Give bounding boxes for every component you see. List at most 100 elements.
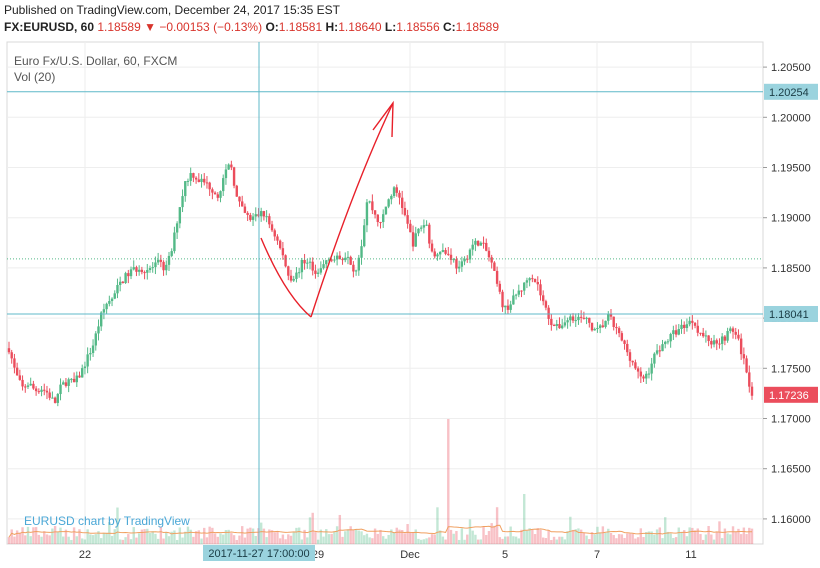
watermark[interactable]: EURUSD chart by TradingView bbox=[24, 514, 190, 528]
candle-body bbox=[181, 196, 184, 208]
volume-bar bbox=[417, 538, 420, 544]
candle-body bbox=[710, 341, 713, 345]
candle-body bbox=[604, 320, 607, 327]
candle-body bbox=[685, 324, 689, 329]
time-label: 2017-11-27 17:00:00 bbox=[208, 548, 309, 560]
volume-bar bbox=[175, 539, 179, 544]
candle-body bbox=[409, 223, 412, 233]
volume-bar bbox=[365, 533, 369, 544]
volume-bar bbox=[726, 533, 729, 544]
volume-bar bbox=[376, 533, 379, 544]
candle-body bbox=[344, 257, 347, 261]
volume-bar bbox=[346, 529, 350, 544]
candle-body bbox=[531, 278, 534, 280]
candle-body bbox=[287, 266, 290, 276]
volume-bar bbox=[718, 521, 721, 544]
volume-bar bbox=[113, 529, 116, 544]
candle-body bbox=[645, 373, 648, 379]
candle-body bbox=[21, 379, 24, 387]
published-line: Published on TradingView.com, December 2… bbox=[4, 3, 340, 17]
volume-bar bbox=[542, 537, 545, 544]
candle-body bbox=[677, 329, 680, 335]
candle-body bbox=[539, 284, 542, 296]
volume-bar bbox=[523, 494, 526, 544]
volume-bar bbox=[265, 537, 268, 544]
price-label-box bbox=[764, 83, 818, 100]
volume-bar bbox=[485, 534, 488, 544]
volume-bar bbox=[411, 532, 415, 544]
candle-body bbox=[438, 251, 442, 255]
volume-bar bbox=[308, 517, 312, 544]
volume-bar bbox=[156, 538, 160, 544]
candle-body bbox=[384, 206, 388, 215]
candle-body bbox=[322, 264, 325, 269]
candle-body bbox=[745, 358, 748, 373]
volume-bar bbox=[474, 534, 477, 544]
volume-bar bbox=[715, 531, 718, 544]
volume-bar bbox=[116, 507, 119, 544]
volume-bar bbox=[289, 535, 293, 544]
volume-bar bbox=[373, 528, 377, 544]
candle-body bbox=[257, 214, 260, 217]
volume-bar bbox=[620, 534, 624, 544]
volume-bar bbox=[75, 536, 78, 544]
volume-bar bbox=[300, 539, 304, 544]
volume-bar bbox=[224, 530, 228, 544]
volume-bar bbox=[306, 537, 309, 544]
volume-bar bbox=[392, 532, 396, 544]
last-price-box bbox=[764, 386, 818, 403]
candle-body bbox=[194, 177, 198, 180]
volume-bar bbox=[15, 530, 19, 544]
candle-body bbox=[227, 164, 230, 170]
candle-body bbox=[278, 240, 282, 249]
candle-body bbox=[737, 334, 740, 339]
candle-body bbox=[349, 256, 352, 265]
volume-bar bbox=[707, 526, 710, 544]
candle-body bbox=[89, 353, 92, 355]
candle-body bbox=[162, 261, 165, 271]
volume-bar bbox=[105, 532, 108, 544]
symbol-label[interactable]: FX:EURUSD, 60 bbox=[4, 20, 95, 34]
volume-bar bbox=[501, 538, 504, 544]
candle-body bbox=[447, 253, 450, 255]
volume-ma-line bbox=[8, 524, 752, 538]
candle-body bbox=[165, 264, 168, 271]
candle-body bbox=[108, 301, 111, 304]
candle-body bbox=[750, 386, 754, 396]
candle-body bbox=[308, 261, 312, 263]
candle-body bbox=[333, 259, 336, 261]
volume-bar bbox=[327, 534, 331, 544]
candle-body bbox=[184, 181, 187, 197]
volume-bar bbox=[669, 533, 672, 544]
volume-bar bbox=[29, 536, 32, 544]
candle-body bbox=[121, 281, 125, 283]
candle-body bbox=[83, 366, 87, 369]
volume-bar bbox=[278, 538, 282, 544]
volume-bar bbox=[78, 529, 81, 544]
volume-bar bbox=[341, 536, 344, 544]
candle-body bbox=[691, 320, 694, 323]
volume-bar bbox=[550, 539, 553, 544]
volume-bar bbox=[13, 536, 16, 544]
candle-body bbox=[403, 207, 407, 216]
candle-body bbox=[392, 187, 396, 197]
volume-bar bbox=[723, 528, 727, 544]
chart-legend: Euro Fx/U.S. Dollar, 60, FXCM Vol (20) bbox=[14, 53, 177, 85]
volume-bar bbox=[37, 534, 41, 544]
volume-bar bbox=[213, 533, 217, 544]
price-axis[interactable]: 1.20500 1.20000 1.19500 1.19000 1.18500 1.180… bbox=[763, 62, 818, 526]
volume-bar bbox=[322, 536, 325, 544]
volume-bar bbox=[455, 531, 458, 544]
volume-bar bbox=[433, 534, 436, 544]
volume-bar bbox=[428, 537, 431, 544]
candle-body bbox=[102, 309, 106, 313]
volume-bar bbox=[314, 532, 317, 544]
volume-bar bbox=[390, 529, 393, 544]
volume-bar bbox=[121, 539, 125, 544]
candle-body bbox=[75, 375, 78, 383]
volume-bar bbox=[203, 527, 206, 544]
candle-body bbox=[417, 228, 420, 234]
volume-bar bbox=[72, 527, 76, 544]
